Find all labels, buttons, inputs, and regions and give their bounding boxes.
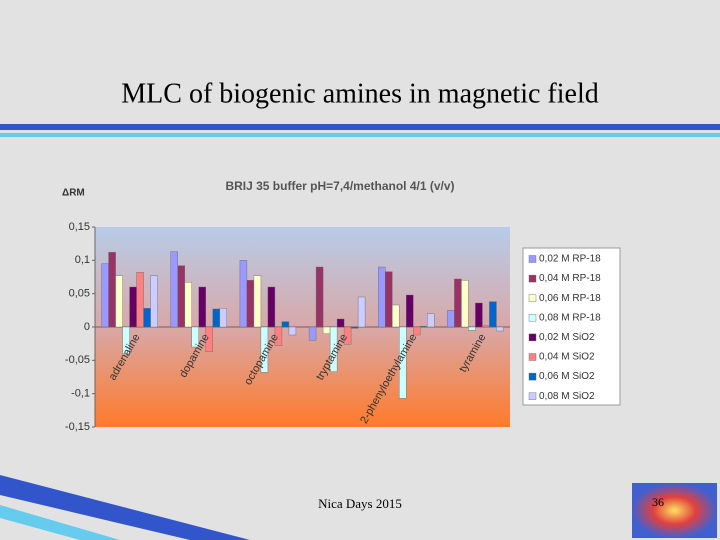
bar: [253, 275, 262, 328]
bar: [136, 272, 144, 328]
legend-swatch: [528, 392, 537, 400]
legend-swatch: [528, 294, 537, 302]
legend-swatch: [528, 314, 537, 322]
bar: [329, 326, 338, 372]
legend: [522, 247, 621, 406]
decoration: [0, 505, 120, 540]
bar: [246, 280, 255, 328]
bar: [122, 326, 130, 354]
slide-title: MLC of biogenic amines in magnetic field: [121, 78, 598, 109]
bar: [308, 326, 317, 341]
bar: [170, 251, 178, 328]
rule: [0, 133, 720, 137]
legend-swatch: [528, 333, 537, 342]
y-tick-label: 0: [84, 321, 90, 333]
bar: [399, 326, 407, 399]
bar: [239, 260, 248, 328]
bar: [212, 308, 220, 328]
legend-label: 0,02 M SiO2: [539, 332, 595, 343]
legend-swatch: [528, 372, 537, 381]
bar: [385, 271, 393, 328]
bar: [461, 280, 469, 328]
bar: [143, 308, 151, 328]
bar: [315, 266, 324, 328]
bar: [219, 308, 227, 328]
y-tick-label: -0,15: [65, 421, 90, 433]
legend-swatch: [528, 353, 537, 361]
bar: [267, 286, 276, 328]
footer: Nica Days 2015: [318, 496, 402, 511]
bar: [454, 278, 462, 328]
bar: [343, 326, 352, 345]
bar: [413, 326, 421, 336]
bar: [475, 302, 483, 328]
bar: [288, 326, 297, 336]
bar: [101, 263, 109, 328]
bar: [281, 321, 290, 328]
bar: [427, 313, 435, 328]
bar: [350, 326, 359, 329]
bar: [108, 252, 116, 328]
bar: [406, 294, 414, 328]
bar: [496, 326, 504, 332]
y-tick-label: -0,1: [71, 388, 90, 400]
bar: [184, 282, 192, 328]
bar: [191, 326, 199, 348]
legend-swatch: [528, 255, 537, 263]
bar: [447, 310, 455, 328]
bar: [378, 266, 386, 328]
bar: [198, 286, 206, 328]
decoration: [0, 475, 250, 540]
bar: [336, 318, 345, 328]
thumbnail: [632, 483, 717, 538]
y-tick-label: 0,05: [69, 288, 90, 300]
legend-label: 0,06 M RP-18: [539, 293, 601, 304]
legend-label: 0,02 M RP-18: [539, 254, 601, 265]
bar: [115, 275, 123, 328]
bar: [274, 326, 283, 346]
y-tick-label: 0,1: [75, 254, 90, 266]
legend-swatch: [528, 274, 537, 283]
bar: [260, 326, 269, 373]
bar: [468, 326, 476, 331]
page-number: 36: [652, 495, 664, 509]
bar: [357, 296, 366, 328]
y-axis-label: ΔRM: [62, 188, 85, 199]
legend-label: 0,08 M RP-18: [539, 312, 601, 323]
bar: [489, 301, 497, 328]
bar: [177, 265, 185, 328]
bar: [322, 326, 331, 334]
bar: [392, 304, 400, 328]
legend-label: 0,08 M SiO2: [539, 391, 595, 402]
chart-title: BRIJ 35 buffer pH=7,4/methanol 4/1 (v/v): [225, 179, 454, 193]
bar: [150, 275, 158, 328]
y-tick-label: -0,05: [65, 354, 90, 366]
bar: [205, 326, 213, 352]
y-tick-label: 0,15: [69, 221, 90, 233]
legend-label: 0,06 M SiO2: [539, 371, 595, 382]
bar: [129, 286, 137, 328]
legend-label: 0,04 M SiO2: [539, 352, 595, 363]
bar: [420, 326, 428, 328]
rule: [0, 124, 720, 130]
legend-label: 0,04 M RP-18: [539, 273, 601, 284]
bar: [482, 325, 490, 328]
